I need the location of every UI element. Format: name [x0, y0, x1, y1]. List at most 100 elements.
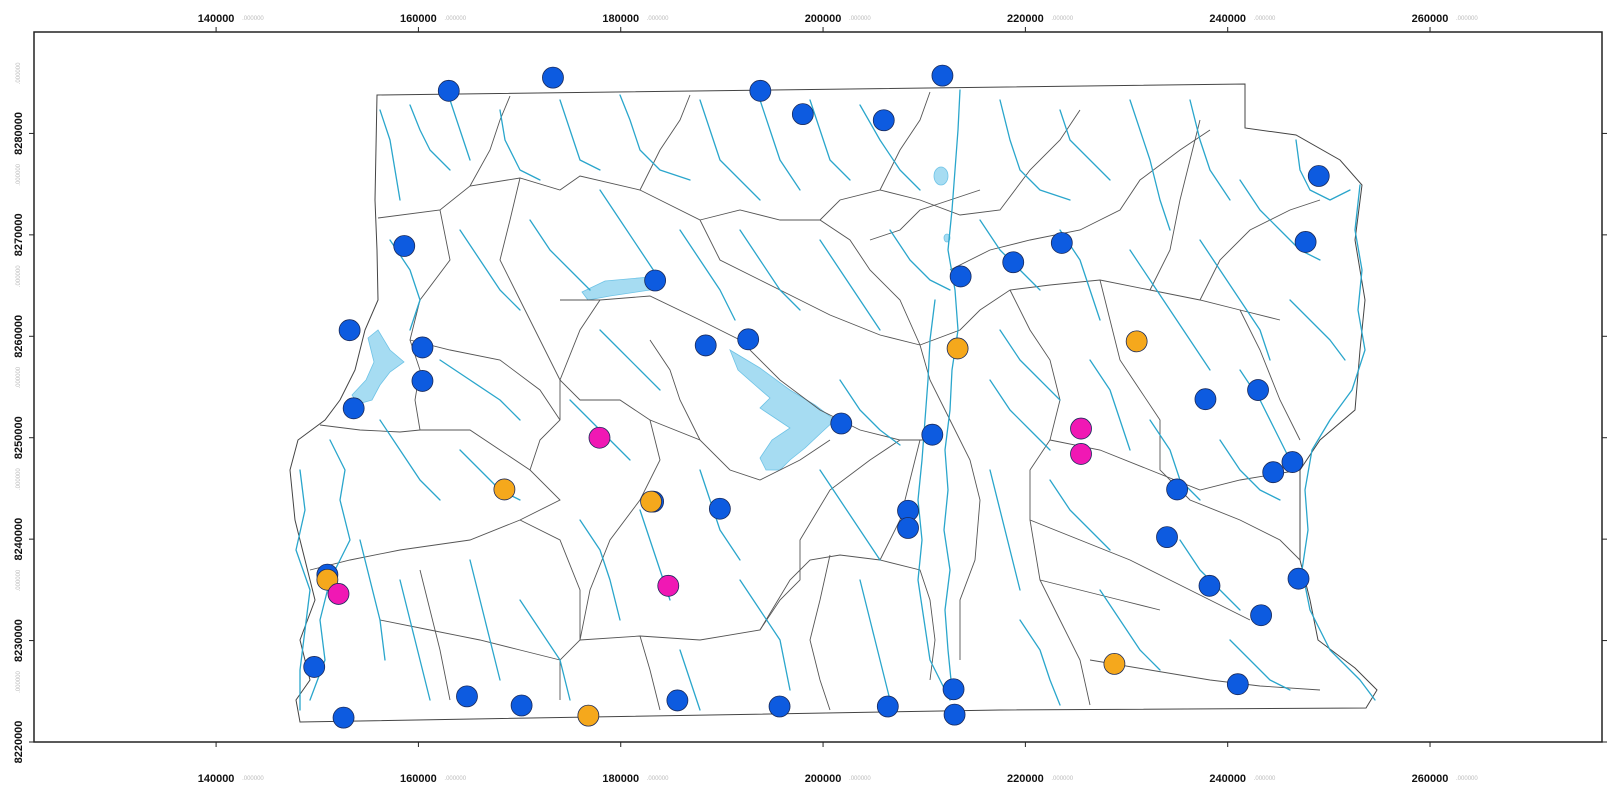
station-point-blue: [437, 79, 460, 102]
x-tick-suffix: .000000: [1254, 16, 1276, 22]
station-point-blue: [749, 79, 772, 102]
y-tick-suffix: .000000: [16, 671, 22, 693]
station-point-blue: [542, 66, 564, 89]
station-point-blue: [303, 656, 326, 678]
station-point-blue: [1250, 604, 1272, 627]
station-point-blue: [393, 235, 416, 257]
station-point-blue: [1166, 478, 1189, 501]
station-point-blue: [456, 685, 478, 708]
small-lake: [933, 166, 949, 186]
reservoir-lake: [351, 329, 405, 405]
axis-ticks: 140000 .000000 140000 .000000 160000 .000000 1…: [13, 13, 1607, 785]
x-tick-suffix: .000000: [444, 776, 466, 782]
station-point-orange: [577, 704, 600, 727]
x-tick-label: 200000: [805, 13, 842, 25]
station-point-blue: [1294, 231, 1317, 253]
station-point-blue: [1198, 574, 1221, 597]
y-tick-suffix: .000000: [16, 163, 22, 185]
x-tick-label: 160000: [400, 773, 437, 785]
station-point-blue: [1307, 165, 1330, 187]
station-point-blue: [411, 336, 434, 359]
station-point-blue: [897, 517, 919, 539]
station-point-blue: [1156, 526, 1178, 549]
station-point-magenta: [1070, 417, 1092, 440]
y-tick-label: 8280000: [13, 112, 25, 155]
station-point-blue: [768, 695, 791, 718]
station-point-blue: [1226, 673, 1249, 696]
station-point-blue: [943, 703, 966, 726]
station-point-blue: [644, 269, 667, 292]
river-network: [295, 89, 1376, 711]
station-point-blue: [830, 412, 853, 435]
station-point-orange: [493, 478, 516, 501]
station-point-blue: [1002, 251, 1025, 274]
station-point-blue: [876, 695, 899, 718]
x-tick-suffix: .000000: [849, 16, 871, 22]
x-tick-label: 160000: [400, 13, 437, 25]
station-point-blue: [791, 103, 814, 126]
station-point-magenta: [657, 574, 680, 597]
station-point-blue: [510, 694, 533, 717]
y-tick-suffix: .000000: [16, 62, 22, 84]
station-point-blue: [1194, 388, 1217, 411]
y-tick-suffix: .000000: [16, 265, 22, 287]
station-point-blue: [872, 109, 895, 132]
station-point-blue: [1281, 451, 1304, 473]
x-tick-suffix: .000000: [242, 776, 264, 782]
x-tick-label: 240000: [1209, 773, 1246, 785]
basin-boundaries: [309, 91, 1321, 711]
station-point-orange: [946, 337, 969, 360]
x-tick-label: 260000: [1412, 773, 1449, 785]
y-tick-label: 8260000: [13, 315, 25, 358]
station-point-blue: [737, 328, 760, 351]
station-point-magenta: [1070, 443, 1092, 465]
station-point-blue: [342, 397, 365, 420]
y-tick-label: 8250000: [13, 416, 25, 459]
station-point-magenta: [327, 583, 350, 605]
x-tick-label: 140000: [198, 773, 235, 785]
x-tick-suffix: .000000: [1254, 776, 1276, 782]
x-tick-suffix: .000000: [1456, 776, 1478, 782]
x-tick-suffix: .000000: [242, 16, 264, 22]
x-tick-label: 240000: [1209, 13, 1246, 25]
y-tick-label: 8270000: [13, 213, 25, 256]
station-point-blue: [708, 497, 731, 520]
station-point-blue: [332, 706, 355, 729]
station-point-blue: [1050, 232, 1073, 254]
station-point-magenta: [588, 426, 611, 449]
x-tick-suffix: .000000: [1051, 776, 1073, 782]
station-point-orange: [1125, 330, 1148, 353]
x-tick-suffix: .000000: [647, 776, 669, 782]
x-tick-label: 260000: [1412, 13, 1449, 25]
x-tick-suffix: .000000: [1051, 16, 1073, 22]
x-tick-label: 220000: [1007, 773, 1044, 785]
station-point-blue: [1262, 461, 1285, 484]
station-point-orange: [1103, 653, 1126, 675]
station-point-blue: [942, 678, 965, 701]
station-point-blue: [1287, 567, 1310, 590]
y-tick-suffix: .000000: [16, 468, 22, 490]
region-outline: [289, 83, 1378, 723]
y-tick-label: 8240000: [13, 518, 25, 561]
x-tick-label: 140000: [198, 13, 235, 25]
station-point-blue: [338, 319, 361, 342]
y-tick-suffix: .000000: [16, 569, 22, 591]
station-point-blue: [921, 423, 944, 446]
y-tick-label: 8220000: [13, 721, 25, 764]
station-point-blue: [411, 370, 434, 392]
station-point-blue: [949, 265, 972, 288]
y-tick-label: 8230000: [13, 619, 25, 662]
station-point-orange: [640, 490, 662, 513]
x-tick-label: 180000: [602, 773, 639, 785]
x-tick-label: 220000: [1007, 13, 1044, 25]
station-point-blue: [931, 64, 954, 87]
x-tick-suffix: .000000: [1456, 16, 1478, 22]
y-tick-suffix: .000000: [16, 366, 22, 388]
station-point-blue: [694, 334, 717, 357]
station-point-blue: [1247, 379, 1269, 401]
x-tick-label: 200000: [805, 773, 842, 785]
station-point-blue: [666, 689, 689, 712]
lakes: [351, 166, 951, 471]
x-tick-label: 180000: [602, 13, 639, 25]
